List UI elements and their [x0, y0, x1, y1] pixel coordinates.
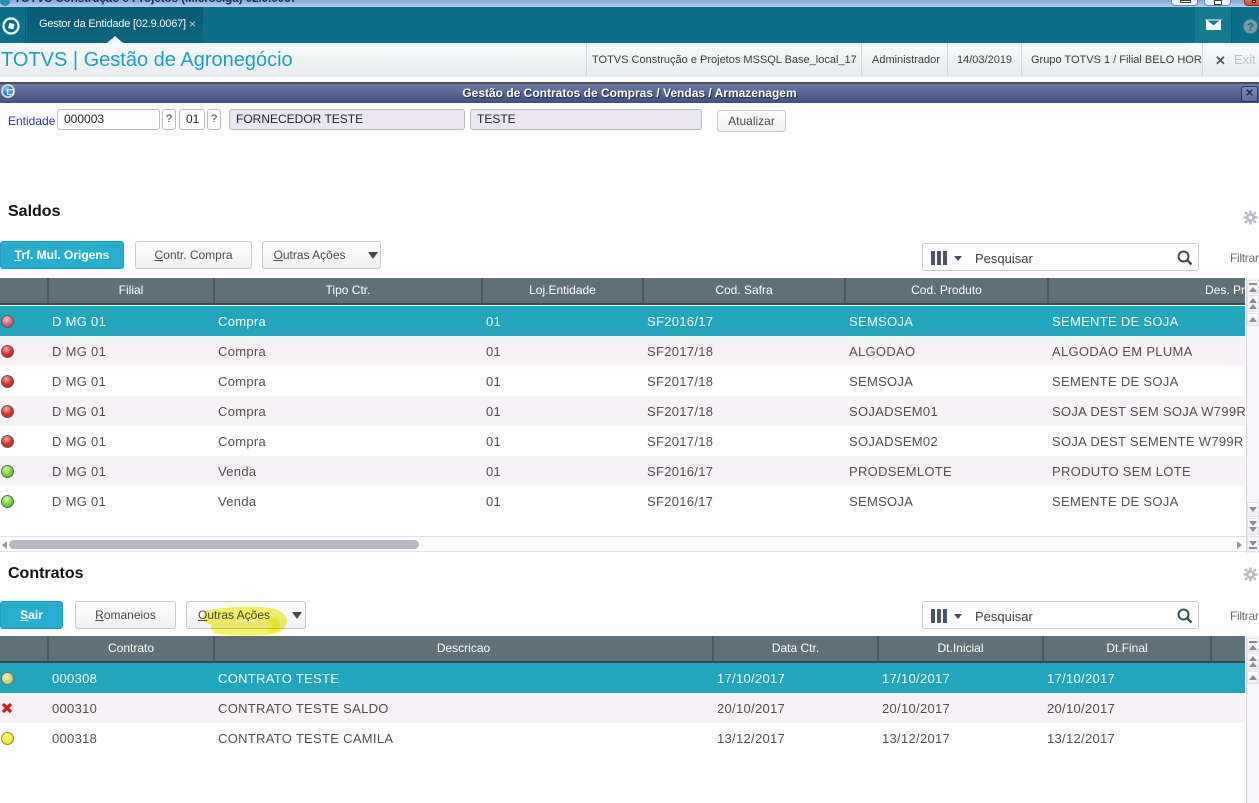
svg-text:?: ? — [1247, 22, 1254, 34]
